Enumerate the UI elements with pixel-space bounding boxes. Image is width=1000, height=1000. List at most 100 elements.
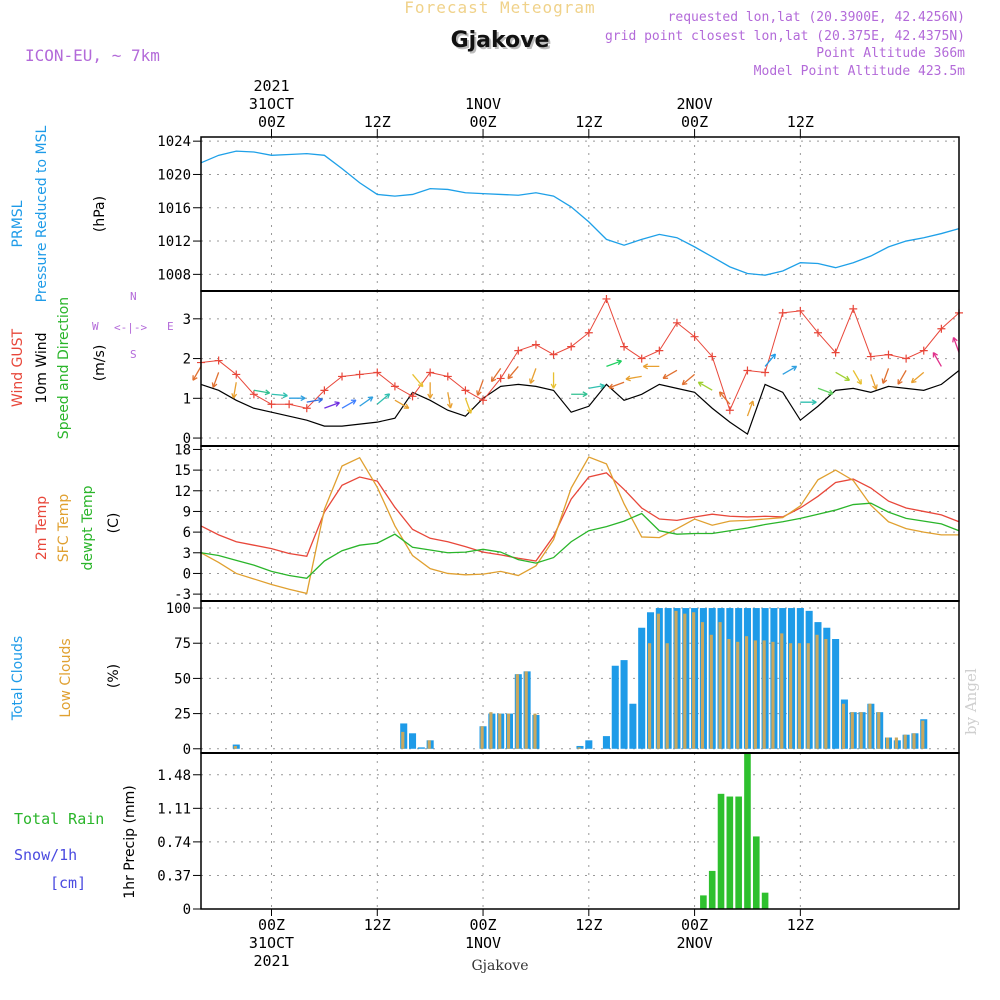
low-cloud-bar: [718, 622, 722, 749]
gust-point-marker: [866, 352, 875, 361]
low-cloud-bar: [744, 636, 749, 749]
rain-bar: [717, 793, 725, 909]
wind-direction-arrow: [341, 399, 357, 409]
low-cloud-bar: [674, 610, 678, 749]
gust-point-marker: [743, 366, 752, 375]
total-cloud-bar: [417, 747, 425, 749]
gust-point-marker: [514, 346, 523, 355]
gust-point-marker: [355, 370, 364, 379]
wind-arrow-head: [827, 389, 834, 396]
y-tick-label: 0: [183, 742, 191, 758]
low-cloud-bar: [692, 612, 696, 749]
wind-direction-arrow: [212, 372, 220, 388]
wind-direction-arrow: [376, 393, 390, 405]
wind-arrow-head: [211, 382, 218, 388]
point-altitude: Point Altitude 366m: [816, 46, 965, 61]
y-tick-label: 1020: [157, 167, 191, 183]
low-cloud-bar: [912, 733, 916, 749]
low-cloud-bar: [727, 639, 731, 749]
y-tick-label: 1016: [157, 201, 191, 217]
wind-arrow-head: [476, 390, 482, 396]
y-tick-label: 0: [183, 431, 191, 447]
top-time-label: 12Z: [575, 113, 602, 131]
low-cloud-bar: [656, 613, 660, 749]
low-cloud-bar: [506, 713, 511, 749]
gust-point-marker: [496, 374, 505, 383]
wind-direction-arrow: [625, 375, 642, 380]
low-cloud-bar: [683, 613, 687, 749]
low-cloud-bar: [789, 643, 793, 749]
wind-direction-arrow: [447, 392, 452, 409]
gust-point-marker: [620, 342, 629, 351]
y-tick-label: 12: [174, 484, 191, 500]
wind-direction-arrow: [232, 382, 237, 399]
wind-arrow-head: [384, 393, 391, 399]
rain-bar: [708, 870, 716, 909]
model-name: ICON-EU, ~ 7km: [25, 46, 160, 65]
t2m-label: 2m Temp: [34, 495, 50, 561]
wind-arrow-head: [897, 379, 903, 385]
requested-coords: requested lon,lat (20.3900E, 42.4256N): [667, 10, 965, 25]
city-title: Gjakove: [450, 28, 550, 53]
wind-arrow-head: [264, 389, 271, 396]
wind-direction-arrow: [608, 381, 625, 389]
rain-bar: [744, 753, 751, 909]
total-cloud-bar: [832, 639, 840, 749]
dewpt-series-line: [200, 502, 960, 579]
top-time-label: 00Z: [681, 113, 708, 131]
wind-arrow-head: [427, 393, 434, 399]
low-cloud-bar: [815, 634, 819, 749]
wind-arrow-head: [608, 383, 615, 390]
gust-point-marker: [320, 386, 329, 395]
wind-arrow-head: [599, 383, 605, 390]
compass-w: W: [92, 320, 99, 333]
top-time-label: 1NOV: [465, 95, 501, 113]
y-tick-label: 9: [183, 504, 191, 520]
low-cloud-bar: [233, 745, 237, 749]
panel-frame: [200, 752, 960, 910]
t2m-series-line: [200, 472, 960, 562]
wind-arrow-head: [350, 399, 357, 405]
dewpt-label: dewpt Temp: [80, 485, 96, 571]
bottom-time-label: 12Z: [787, 916, 814, 934]
rain-bar: [726, 796, 734, 909]
wind-arrow-head: [582, 391, 588, 398]
gust-point-marker: [373, 368, 382, 377]
wind-arrow-head: [872, 384, 878, 390]
compass-arrow: <-|->: [114, 321, 147, 334]
total-cloud-bar: [629, 703, 637, 749]
gust-point-marker: [285, 400, 294, 409]
gust-point-marker: [479, 396, 488, 405]
gust-point-marker: [902, 354, 911, 363]
compass-e: E: [167, 320, 174, 333]
gust-point-marker: [884, 350, 893, 359]
low-cloud-bar: [841, 703, 846, 749]
gust-point-marker: [338, 372, 347, 381]
gust-point-marker: [672, 318, 681, 327]
wind-arrow-head: [697, 381, 704, 387]
wind-direction-arrow: [662, 369, 678, 379]
y-tick-label: 1012: [157, 234, 191, 250]
gust-point-marker: [214, 356, 223, 365]
snow-label: Snow/1h: [14, 846, 78, 864]
gust-point-marker: [531, 340, 540, 349]
tsfc-series-line: [200, 456, 959, 595]
rain-bar: [735, 796, 742, 909]
wind-arrow-head: [718, 391, 725, 397]
wind-arrow-head: [881, 378, 888, 384]
top-time-label: 31OCT: [249, 95, 294, 113]
wind-direction-arrow: [882, 368, 890, 384]
clouds-unit: (%): [106, 663, 122, 689]
low-cloud-bar: [665, 643, 669, 749]
y-tick-label: 1024: [157, 134, 191, 150]
gust-point-marker: [408, 392, 417, 401]
total-cloud-bar: [409, 733, 417, 749]
bottom-time-label: 00Z: [469, 916, 496, 934]
wind-arrow-head: [300, 395, 306, 402]
wind-arrow-head: [811, 399, 817, 406]
y-tick-label: 2: [183, 352, 191, 368]
gust-point-marker: [461, 386, 470, 395]
gust-point-marker: [584, 328, 593, 337]
